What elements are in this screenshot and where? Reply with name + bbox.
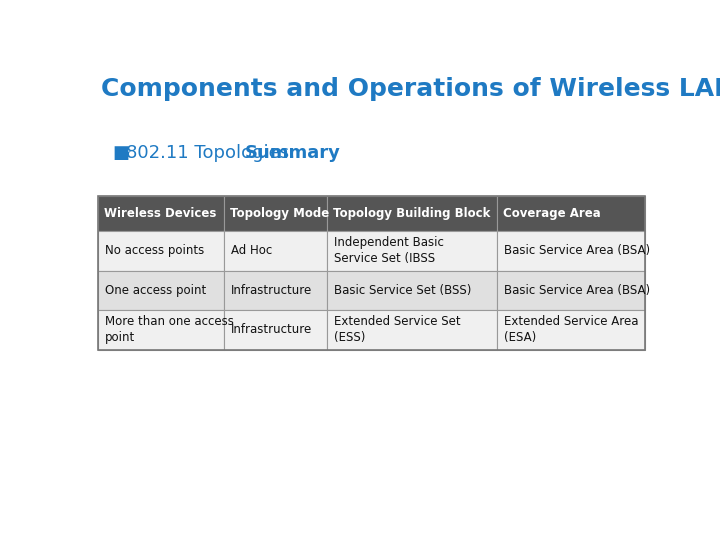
Text: Topology Building Block: Topology Building Block	[333, 207, 490, 220]
Bar	[99, 310, 224, 349]
Text: No access points: No access points	[105, 245, 204, 258]
Text: Basic Service Area (BSA): Basic Service Area (BSA)	[504, 284, 650, 297]
Text: Basic Service Area (BSA): Basic Service Area (BSA)	[504, 245, 650, 258]
Bar	[224, 310, 327, 349]
Bar	[498, 271, 645, 310]
Bar	[498, 310, 645, 349]
Text: Wireless Devices: Wireless Devices	[104, 207, 216, 220]
Bar	[224, 231, 327, 271]
Text: More than one access
point: More than one access point	[105, 315, 234, 345]
Text: Extended Service Set
(ESS): Extended Service Set (ESS)	[334, 315, 461, 345]
Text: Independent Basic
Service Set (IBSS: Independent Basic Service Set (IBSS	[334, 237, 444, 265]
Text: Infrastructure: Infrastructure	[230, 323, 312, 336]
Text: Summary: Summary	[245, 144, 341, 162]
Bar	[498, 231, 645, 271]
Text: ■: ■	[112, 144, 130, 162]
Text: Basic Service Set (BSS): Basic Service Set (BSS)	[334, 284, 471, 297]
Text: Components and Operations of Wireless LAN: Components and Operations of Wireless LA…	[101, 77, 720, 102]
Bar	[224, 196, 327, 231]
Text: One access point: One access point	[105, 284, 207, 297]
Bar	[99, 271, 224, 310]
Text: Infrastructure: Infrastructure	[230, 284, 312, 297]
Text: Coverage Area: Coverage Area	[503, 207, 600, 220]
Text: Extended Service Area
(ESA): Extended Service Area (ESA)	[504, 315, 639, 345]
Bar	[327, 231, 498, 271]
Text: Ad Hoc: Ad Hoc	[230, 245, 272, 258]
Bar	[99, 231, 224, 271]
Bar	[99, 196, 224, 231]
Bar	[224, 271, 327, 310]
Bar	[327, 271, 498, 310]
Bar	[327, 310, 498, 349]
Bar	[99, 196, 645, 349]
Bar	[327, 196, 498, 231]
Bar	[498, 196, 645, 231]
Text: Topology Mode: Topology Mode	[230, 207, 329, 220]
Text: 802.11 Topologies:: 802.11 Topologies:	[126, 144, 301, 162]
